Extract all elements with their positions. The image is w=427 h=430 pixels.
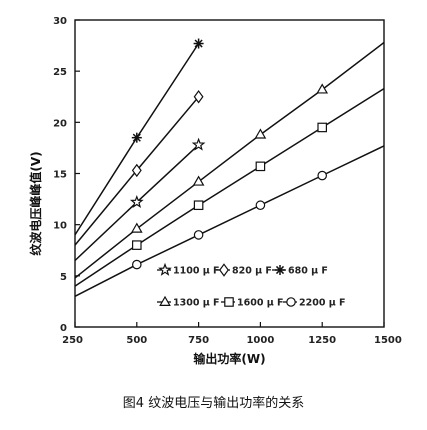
data-point	[193, 90, 204, 104]
legend-marker	[275, 265, 285, 275]
data-point	[129, 194, 144, 208]
legend-label: 680 μ F	[288, 266, 328, 277]
y-tick-label: 20	[53, 118, 67, 129]
series-markers	[129, 38, 329, 270]
data-point	[317, 170, 327, 181]
data-point	[255, 161, 266, 172]
data-point	[255, 200, 266, 211]
data-point	[192, 175, 205, 186]
legend-marker	[224, 297, 234, 307]
x-tick-label: 1000	[246, 335, 274, 346]
legend-label: 2200 μ F	[299, 298, 346, 309]
x-tick-label: 250	[62, 335, 83, 346]
x-tick-label: 1500	[374, 335, 402, 346]
y-tick-label: 0	[60, 323, 67, 334]
data-point	[317, 122, 327, 133]
data-point	[130, 222, 143, 233]
legend-item: 1300 μ F	[157, 295, 220, 309]
legend-item: 1100 μ F	[157, 262, 220, 277]
data-point	[193, 38, 204, 49]
legend-label: 1600 μ F	[237, 298, 284, 309]
legend-item: 820 μ F	[216, 263, 272, 277]
legend-label: 820 μ F	[232, 266, 272, 277]
data-point	[132, 240, 142, 250]
x-axis-label: 输出功率(W)	[193, 351, 265, 366]
series-lines	[74, 41, 385, 297]
y-tick-label: 5	[60, 272, 67, 283]
y-tick-label: 10	[53, 221, 67, 232]
figure-caption: 图4 纹波电压与输出功率的关系	[122, 396, 305, 411]
x-tick-label: 500	[126, 335, 147, 346]
data-point	[131, 163, 142, 178]
legend-marker	[159, 295, 171, 306]
legend-marker	[158, 262, 172, 276]
y-tick-label: 25	[53, 67, 67, 78]
legend-item: 680 μ F	[272, 265, 328, 277]
data-point	[254, 128, 267, 139]
data-point	[131, 132, 142, 143]
x-tick-label: 1250	[308, 335, 336, 346]
data-point	[193, 200, 204, 211]
plot-border	[74, 19, 385, 328]
legend-label: 1100 μ F	[173, 266, 220, 277]
legend-marker	[286, 297, 296, 307]
legend: 1100 μ F 820 μ F 680 μ F 1300 μ F 1600 μ F 22…	[157, 262, 346, 309]
legend-label: 1300 μ F	[173, 298, 220, 309]
series-line-3	[74, 41, 385, 279]
data-point	[316, 83, 329, 94]
data-point	[132, 259, 142, 270]
data-point	[191, 137, 206, 151]
x-tick-label: 750	[188, 335, 209, 346]
series-line-4	[74, 87, 385, 287]
plot-frame	[74, 19, 385, 328]
x-axis-ticks: 250 500 750 1000 1250 1500	[62, 322, 402, 346]
legend-item: 2200 μ F	[283, 297, 346, 309]
data-point	[193, 230, 204, 240]
y-tick-label: 15	[53, 170, 67, 181]
y-tick-label: 30	[53, 16, 67, 27]
y-axis-ticks: 0 5 10 15 20 25 30	[53, 16, 80, 334]
legend-marker	[219, 263, 229, 277]
series-line-5	[74, 145, 385, 297]
y-axis-label: 纹波电压峰峰值(V)	[28, 151, 43, 255]
legend-item: 1600 μ F	[221, 297, 284, 309]
